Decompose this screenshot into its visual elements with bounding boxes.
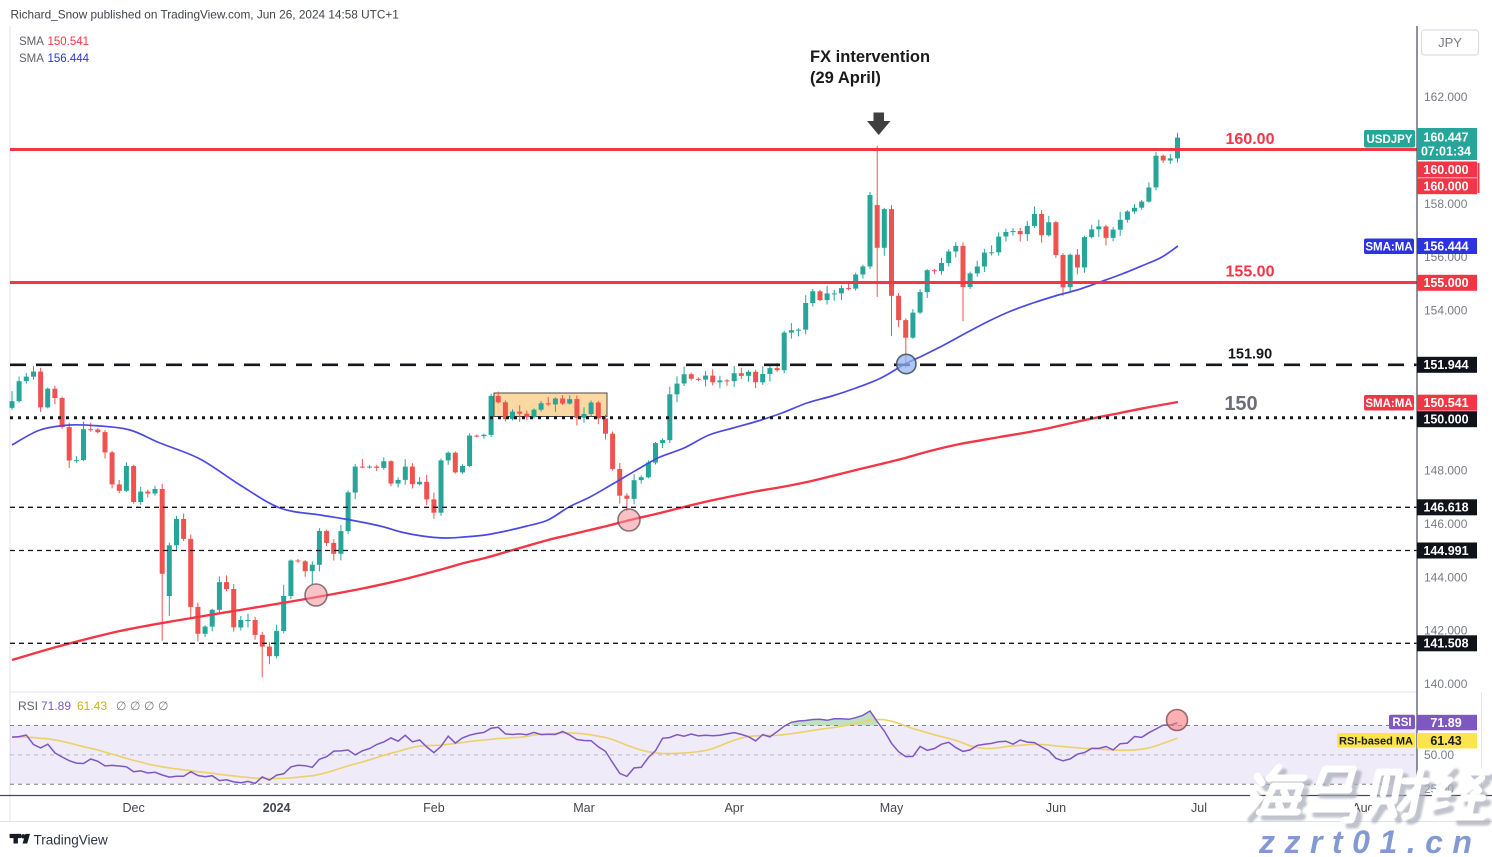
svg-text:SMA:MA: SMA:MA <box>1365 398 1412 410</box>
svg-text:RSI-based MA: RSI-based MA <box>1339 735 1413 747</box>
svg-text:154.000: 154.000 <box>1424 304 1468 318</box>
svg-text:144.991: 144.991 <box>1423 544 1468 558</box>
svg-text:150: 150 <box>1224 393 1257 415</box>
svg-text:160.00: 160.00 <box>1226 131 1275 148</box>
svg-text:TradingView: TradingView <box>34 833 109 848</box>
svg-text:FX intervention: FX intervention <box>810 48 930 66</box>
svg-text:SMA: SMA <box>19 36 44 48</box>
svg-text:∅: ∅ <box>130 699 140 713</box>
svg-text:∅: ∅ <box>116 699 126 713</box>
svg-text:158.000: 158.000 <box>1424 197 1468 211</box>
svg-text:∅: ∅ <box>158 699 168 713</box>
svg-text:142.000: 142.000 <box>1424 624 1468 638</box>
svg-text:156.444: 156.444 <box>1423 239 1468 253</box>
svg-text:SMA:MA: SMA:MA <box>1365 241 1412 253</box>
svg-text:150.000: 150.000 <box>1423 413 1468 427</box>
svg-text:71.89: 71.89 <box>41 699 71 713</box>
svg-text:Jun: Jun <box>1046 801 1066 815</box>
svg-text:150.541: 150.541 <box>48 36 90 48</box>
svg-text:Apr: Apr <box>724 801 743 815</box>
svg-text:160.000: 160.000 <box>1423 163 1468 177</box>
svg-text:71.89: 71.89 <box>1430 716 1461 730</box>
svg-text:Mar: Mar <box>573 801 595 815</box>
svg-text:146.000: 146.000 <box>1424 517 1468 531</box>
svg-text:Richard_Snow published on Trad: Richard_Snow published on TradingView.co… <box>11 8 399 22</box>
svg-text:Dec: Dec <box>122 801 144 815</box>
svg-text:155.000: 155.000 <box>1423 276 1468 290</box>
svg-text:151.944: 151.944 <box>1423 358 1468 372</box>
svg-text:Feb: Feb <box>423 801 445 815</box>
svg-text:(29 April): (29 April) <box>810 69 881 87</box>
svg-text:61.43: 61.43 <box>1430 734 1461 748</box>
svg-text:148.000: 148.000 <box>1424 464 1468 478</box>
svg-text:50.00: 50.00 <box>1424 748 1454 762</box>
svg-text:160.447: 160.447 <box>1423 131 1468 145</box>
svg-text:61.43: 61.43 <box>77 699 107 713</box>
svg-text:RSI: RSI <box>18 699 38 713</box>
svg-text:156.444: 156.444 <box>48 53 90 65</box>
svg-text:∅: ∅ <box>144 699 154 713</box>
svg-text:zzrt01.cn: zzrt01.cn <box>1258 824 1481 857</box>
svg-text:May: May <box>880 801 904 815</box>
svg-text:155.00: 155.00 <box>1226 264 1275 281</box>
svg-text:150.541: 150.541 <box>1423 396 1468 410</box>
svg-text:162.000: 162.000 <box>1424 90 1468 104</box>
svg-text:144.000: 144.000 <box>1424 570 1468 584</box>
svg-text:2024: 2024 <box>263 801 291 815</box>
svg-text:140.000: 140.000 <box>1424 677 1468 691</box>
svg-text:Jul: Jul <box>1191 801 1207 815</box>
svg-text:141.508: 141.508 <box>1423 637 1468 651</box>
svg-text:RSI: RSI <box>1392 717 1411 729</box>
svg-text:151.90: 151.90 <box>1228 347 1272 363</box>
svg-text:USDJPY: USDJPY <box>1366 134 1412 146</box>
svg-text:146.618: 146.618 <box>1423 501 1468 515</box>
svg-text:JPY: JPY <box>1438 35 1462 50</box>
svg-text:160.000: 160.000 <box>1423 180 1468 194</box>
svg-text:SMA: SMA <box>19 53 44 65</box>
svg-text:07:01:34: 07:01:34 <box>1421 145 1471 159</box>
